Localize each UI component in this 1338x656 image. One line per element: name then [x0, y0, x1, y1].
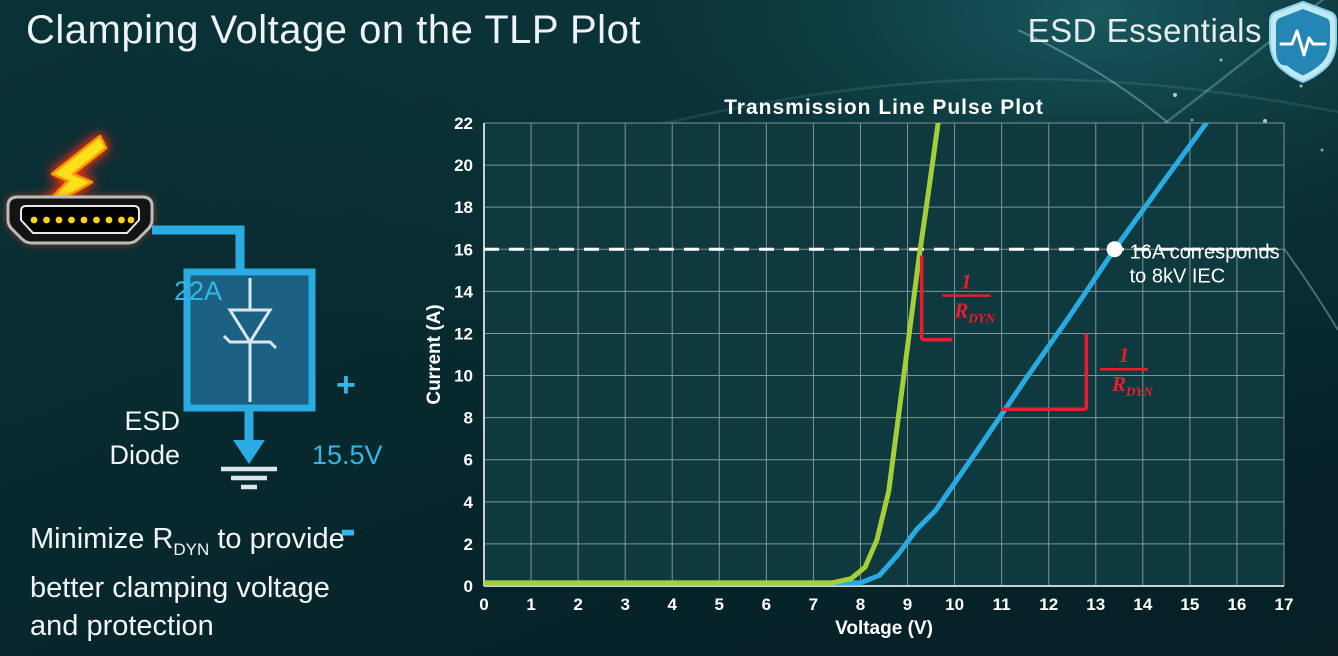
rdyn-subscript: DYN — [173, 539, 210, 559]
svg-text:16: 16 — [1227, 595, 1246, 614]
tlp-chart: 0 1 2 3 4 5 6 7 8 9 10 11 12 13 14 15 16 17 0 2 4 6 8 10 12 14 16 1… — [418, 88, 1338, 656]
svg-text:14: 14 — [454, 282, 473, 301]
svg-text:5: 5 — [715, 595, 724, 614]
surge-wire — [152, 225, 245, 274]
svg-text:12: 12 — [454, 324, 473, 343]
polarity-minus-label: - — [340, 503, 356, 556]
x-tick-labels: 0 1 2 3 4 5 6 7 8 9 10 11 12 13 14 15 16 17 — [479, 595, 1293, 614]
page-title: Clamping Voltage on the TLP Plot — [26, 8, 641, 52]
connector-pins — [30, 216, 135, 224]
note-line-1: Minimize RDYN to provide — [30, 520, 345, 569]
note-line-2: better clamping voltage — [30, 571, 330, 604]
svg-text:12: 12 — [1039, 595, 1058, 614]
device-name: ESD Diode — [40, 404, 180, 472]
fraction-numerator: 1 — [1119, 343, 1130, 367]
svg-text:2: 2 — [464, 535, 473, 554]
takeaway-note: Minimize RDYN to provide better clamping… — [30, 520, 345, 645]
x-axis-label: Voltage (V) — [835, 618, 933, 639]
svg-text:2: 2 — [573, 595, 582, 614]
svg-text:6: 6 — [464, 451, 473, 470]
svg-text:4: 4 — [464, 493, 474, 512]
y-tick-labels: 0 2 4 6 8 10 12 14 16 18 20 22 — [454, 114, 473, 596]
fraction-denominator: RDYN — [1111, 372, 1153, 399]
svg-text:13: 13 — [1086, 595, 1105, 614]
svg-text:1: 1 — [526, 595, 535, 614]
svg-text:3: 3 — [620, 595, 629, 614]
series-low-rdyn-device-green — [484, 123, 941, 586]
svg-text:10: 10 — [945, 595, 964, 614]
surge-current-label: 22A — [174, 276, 223, 306]
brand-title: ESD Essentials — [1027, 12, 1262, 49]
chart-title: Transmission Line Pulse Plot — [724, 96, 1044, 119]
note-line-3: and protection — [30, 609, 214, 642]
svg-text:7: 7 — [809, 595, 818, 614]
y-axis-label: Current (A) — [424, 304, 445, 404]
marker-16a-point — [1106, 241, 1123, 258]
device-name-line2: Diode — [109, 440, 180, 470]
circuit-graphics — [6, 134, 316, 490]
fraction-numerator: 1 — [961, 270, 972, 294]
ground-arrow — [233, 408, 265, 464]
svg-text:to 8kV IEC: to 8kV IEC — [1130, 265, 1226, 287]
ground-symbol-icon — [221, 466, 277, 490]
rdyn-slope-blue: 1 RDYN — [1001, 333, 1153, 411]
svg-text:8: 8 — [856, 595, 865, 614]
esd-circuit-diagram: 22A + 15.5V - ESD Diode — [0, 110, 420, 556]
svg-text:9: 9 — [903, 595, 912, 614]
svg-text:18: 18 — [454, 198, 473, 217]
svg-text:17: 17 — [1275, 595, 1294, 614]
polarity-plus-label: + — [336, 366, 356, 404]
series-high-rdyn-device-blue — [484, 123, 1209, 586]
fraction-denominator: RDYN — [953, 299, 995, 326]
svg-text:10: 10 — [454, 367, 473, 386]
svg-text:8: 8 — [464, 409, 473, 428]
svg-text:16A corresponds: 16A corresponds — [1130, 241, 1280, 263]
note-line1-pre: Minimize R — [30, 523, 174, 555]
svg-text:14: 14 — [1133, 595, 1152, 614]
hdmi-connector-icon — [6, 195, 154, 245]
pulse-line-icon — [1279, 29, 1327, 57]
svg-text:22: 22 — [454, 114, 473, 133]
svg-text:11: 11 — [993, 595, 1011, 614]
note-line1-post: to provide — [209, 523, 345, 555]
svg-text:16: 16 — [454, 240, 473, 259]
device-name-line1: ESD — [124, 406, 180, 436]
svg-text:0: 0 — [464, 577, 473, 596]
rdyn-slope-green: 1 RDYN — [919, 255, 996, 342]
svg-text:4: 4 — [668, 595, 678, 614]
zener-diode-icon — [222, 278, 278, 402]
svg-text:15: 15 — [1180, 595, 1199, 614]
svg-text:6: 6 — [762, 595, 771, 614]
shield-inner — [1276, 9, 1330, 76]
shield-pulse-icon — [1269, 0, 1337, 84]
svg-text:20: 20 — [454, 156, 473, 175]
tlp-plot-svg: 0 1 2 3 4 5 6 7 8 9 10 11 12 13 14 15 16 1702468101214161… — [424, 96, 1293, 639]
clamp-voltage-label: 15.5V — [312, 440, 383, 470]
svg-text:0: 0 — [479, 595, 488, 614]
